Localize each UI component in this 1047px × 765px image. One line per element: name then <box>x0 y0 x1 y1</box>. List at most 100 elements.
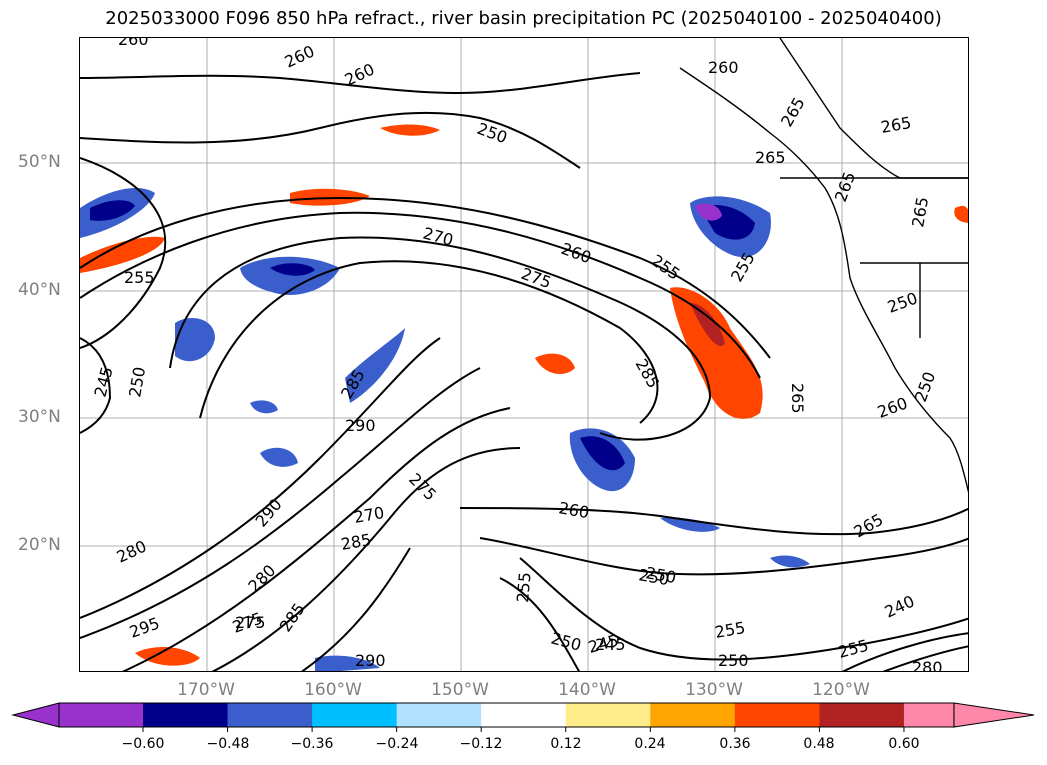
colorbar <box>11 702 1035 732</box>
contour-label: 255 <box>836 636 870 662</box>
shade-blue <box>260 447 298 467</box>
contour-label: 275 <box>235 613 266 632</box>
colorbar-tick: 0.36 <box>719 736 751 752</box>
colorbar-segment <box>734 703 820 727</box>
colorbar-segment <box>650 703 736 727</box>
contour-label: 255 <box>648 251 684 284</box>
shade-blue <box>345 328 405 403</box>
shade-darkred <box>690 303 725 347</box>
colorbar-tick: 0.12 <box>550 736 582 752</box>
contour-label: 265 <box>831 169 859 204</box>
contour-label: 250 <box>125 365 149 398</box>
contour-label: 280 <box>912 658 943 672</box>
contour-label: 280 <box>114 536 150 566</box>
shade-navy <box>270 263 315 276</box>
colorbar-extend-low <box>11 702 60 728</box>
contour-label: 260 <box>708 58 739 77</box>
shade-purple <box>695 203 722 221</box>
shade-orange <box>80 236 165 273</box>
lat-label: 20°N <box>18 535 61 555</box>
coastline <box>679 38 968 493</box>
shade-navy <box>580 436 625 471</box>
lon-label: 140°W <box>558 680 616 700</box>
colorbar-tick: −0.60 <box>121 736 165 752</box>
contour-label: 255 <box>513 571 535 603</box>
contour-label: 260 <box>557 498 590 522</box>
shade-blue <box>250 400 278 414</box>
colorbar-segment <box>903 703 954 727</box>
lat-label: 30°N <box>18 407 61 427</box>
contour-label: 275 <box>519 264 554 292</box>
shade-blue <box>240 256 340 296</box>
colorbar-segment <box>565 703 651 727</box>
contour-label: 240 <box>882 591 918 621</box>
colorbar-segment <box>396 703 482 727</box>
colorbar-segment <box>312 703 398 727</box>
contour-label: 265 <box>755 148 786 167</box>
map-canvas: 260 260 260 250 260 265 265 255 265 265 … <box>80 38 968 672</box>
contour-label: 285 <box>632 356 664 392</box>
lon-label: 150°W <box>431 680 489 700</box>
refractivity-contours <box>80 72 968 671</box>
colorbar-segment <box>481 703 567 727</box>
shade-red <box>380 124 440 136</box>
contour-label: 285 <box>339 530 372 554</box>
colorbar-segment <box>59 703 143 727</box>
colorbar-tick: 0.24 <box>634 736 666 752</box>
contour-label: 265 <box>879 113 912 137</box>
contour-label: 245 <box>595 635 626 654</box>
contour-label: 270 <box>421 224 455 250</box>
contour-label: 250 <box>718 651 749 670</box>
contour-label: 260 <box>342 59 378 89</box>
contour-label: 245 <box>91 365 117 399</box>
shade-blue <box>770 555 810 568</box>
contour-label: 250 <box>475 119 510 147</box>
contour-label: 260 <box>559 239 594 267</box>
contour-label: 255 <box>124 268 155 287</box>
shade-blue <box>660 517 720 532</box>
colorbar-border <box>58 702 955 728</box>
lon-label: 120°W <box>812 680 870 700</box>
colorbar-tick: −0.48 <box>206 736 250 752</box>
shade-orange <box>670 287 763 419</box>
lat-label: 50°N <box>18 152 61 172</box>
lon-label: 170°W <box>177 680 235 700</box>
colorbar-extend-high <box>953 702 1035 728</box>
colorbar-tick: 0.48 <box>803 736 835 752</box>
contour-label: 290 <box>355 651 386 670</box>
colorbar-segment <box>227 703 313 727</box>
map-title: 2025033000 F096 850 hPa refract., river … <box>105 8 942 29</box>
colorbar-tick: −0.12 <box>459 736 503 752</box>
colorbar-tick: −0.36 <box>290 736 334 752</box>
contour-label: 265 <box>908 195 932 228</box>
contour-label: 260 <box>875 393 910 421</box>
contour-label: 285 <box>276 599 309 635</box>
contour-label: 260 <box>118 38 149 49</box>
contour-label: 265 <box>851 510 887 542</box>
contour-label: 265 <box>788 383 807 414</box>
shade-blue <box>315 655 380 671</box>
contour-label: 290 <box>345 416 376 435</box>
colorbar-segment <box>143 703 229 727</box>
shade-orange <box>535 353 575 374</box>
shade-blue <box>175 318 215 362</box>
contour-label: 250 <box>911 369 939 404</box>
colorbar-segment <box>819 703 905 727</box>
lon-label: 160°W <box>304 680 362 700</box>
shade-orange <box>954 205 968 223</box>
contour-label: 250 <box>885 288 920 316</box>
contour-label: 295 <box>127 613 162 641</box>
colorbar-tick: −0.24 <box>375 736 419 752</box>
contour-label: 255 <box>713 618 746 642</box>
lat-label: 40°N <box>18 280 61 300</box>
map-panel: 260 260 260 250 260 265 265 255 265 265 … <box>79 37 969 672</box>
shade-orange <box>135 646 200 666</box>
contour-label: 260 <box>282 41 318 71</box>
colorbar-tick: 0.60 <box>888 736 920 752</box>
shade-navy <box>90 200 135 221</box>
contour-label: 250 <box>549 629 583 655</box>
contour-label: 265 <box>777 94 809 130</box>
contour-label: 280 <box>244 561 279 596</box>
contour-label: 270 <box>352 503 385 527</box>
lon-label: 130°W <box>685 680 743 700</box>
